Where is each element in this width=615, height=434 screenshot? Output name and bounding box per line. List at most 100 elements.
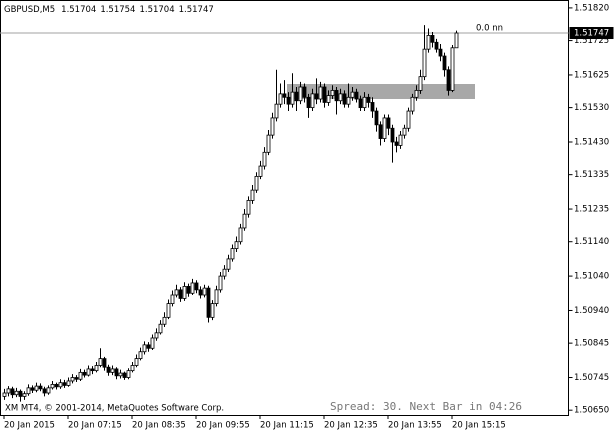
candle-body — [154, 332, 159, 339]
chart-header: GBPUSD,M5 1.51704 1.51754 1.51704 1.51747 — [4, 5, 214, 15]
candle-body — [18, 390, 23, 397]
candle-body — [446, 69, 451, 91]
y-tick-label: 1.51040 — [574, 272, 609, 282]
candle-body — [222, 268, 227, 277]
candle-body — [402, 127, 407, 136]
candle-body — [90, 368, 95, 372]
y-tick-label: 1.51335 — [574, 170, 609, 180]
footer: XM MT4, © 2001-2014, MetaQuotes Software… — [5, 404, 224, 414]
candle-body — [386, 117, 391, 129]
candle-body — [122, 372, 127, 378]
candle-body — [206, 287, 211, 318]
candle-body — [298, 86, 303, 102]
candle-body — [34, 385, 39, 391]
y-tick-label: 1.51235 — [574, 205, 609, 215]
candle-body — [238, 227, 243, 243]
candle-body — [426, 35, 431, 50]
candle-body — [142, 344, 147, 353]
candle-body — [414, 90, 419, 98]
candle-body — [46, 387, 51, 394]
candle-body — [350, 91, 355, 98]
candle-body — [418, 76, 423, 91]
candle-body — [110, 368, 115, 373]
candle-body — [270, 117, 275, 136]
candle-body — [378, 124, 383, 139]
candle-body — [174, 289, 179, 296]
candle-body — [410, 96, 415, 112]
candle-body — [218, 275, 223, 291]
candle-body — [30, 387, 35, 391]
candle-body — [450, 47, 455, 91]
header-low: 1.51704 — [139, 5, 174, 15]
candle-body — [62, 382, 67, 386]
candle-body — [390, 127, 395, 143]
header-open: 1.51704 — [61, 5, 96, 15]
candle-body — [398, 134, 403, 146]
candle-body — [210, 303, 215, 318]
x-tick-label: 20 Jan 13:55 — [388, 421, 442, 431]
candle-body — [310, 93, 315, 109]
y-tick-label: 1.51820 — [574, 3, 609, 13]
y-tick-label: 1.51140 — [574, 237, 609, 247]
candle-body — [302, 86, 307, 98]
y-tick-label: 1.50650 — [574, 406, 609, 416]
candle-body — [58, 382, 63, 388]
candle-body — [26, 387, 31, 395]
candle-body — [50, 383, 55, 389]
candle-body — [178, 289, 183, 299]
symbol: GBPUSD,M5 — [4, 5, 55, 15]
candle-body — [454, 32, 459, 49]
candle-body — [118, 372, 123, 377]
candle-body — [394, 141, 399, 146]
candle-body — [362, 96, 367, 109]
annotation: 0.0 nn — [476, 24, 503, 34]
candle-body — [194, 282, 199, 291]
candle-body — [254, 175, 259, 191]
candle-body — [250, 189, 255, 201]
candle-body — [170, 294, 175, 304]
y-tick-label: 1.50745 — [574, 373, 609, 383]
candle-body — [366, 96, 371, 103]
candle-body — [442, 55, 447, 71]
candle-body — [330, 90, 335, 96]
candle-body — [370, 102, 375, 112]
candle-body — [66, 380, 71, 386]
candle-body — [306, 96, 311, 109]
candle-body — [282, 93, 287, 98]
candle-body — [78, 371, 83, 380]
candle-body — [190, 282, 195, 294]
candle-body — [290, 91, 295, 105]
candle-body — [198, 289, 203, 296]
candle-body — [54, 383, 59, 388]
candle-body — [94, 365, 99, 372]
candle-body — [98, 358, 103, 366]
candle-body — [158, 323, 163, 334]
candle-body — [202, 287, 207, 296]
candle-body — [214, 289, 219, 304]
candle-body — [318, 86, 323, 100]
candle-body — [266, 134, 271, 153]
x-tick-label: 20 Jan 11:15 — [260, 421, 314, 431]
candle-body — [14, 390, 19, 396]
x-tick-label: 20 Jan 07:15 — [68, 421, 122, 431]
x-tick-label: 20 Jan 08:35 — [132, 421, 186, 431]
candle-body — [246, 200, 251, 215]
candle-body — [374, 110, 379, 126]
candle-body — [334, 90, 339, 102]
candle-body — [70, 377, 75, 382]
candle-body — [2, 392, 7, 397]
x-tick-label: 20 Jan 09:55 — [196, 421, 250, 431]
candle-body — [438, 48, 443, 57]
candle-body — [134, 358, 139, 366]
y-tick-label: 1.50940 — [574, 306, 609, 316]
candle-body — [294, 91, 299, 102]
candle-body — [130, 365, 135, 372]
plot-frame — [0, 0, 569, 416]
candle-body — [226, 258, 231, 270]
candle-body — [102, 358, 107, 368]
candle-body — [354, 91, 359, 100]
candle-body — [406, 110, 411, 129]
candle-body — [434, 41, 439, 50]
candle-body — [322, 86, 327, 103]
